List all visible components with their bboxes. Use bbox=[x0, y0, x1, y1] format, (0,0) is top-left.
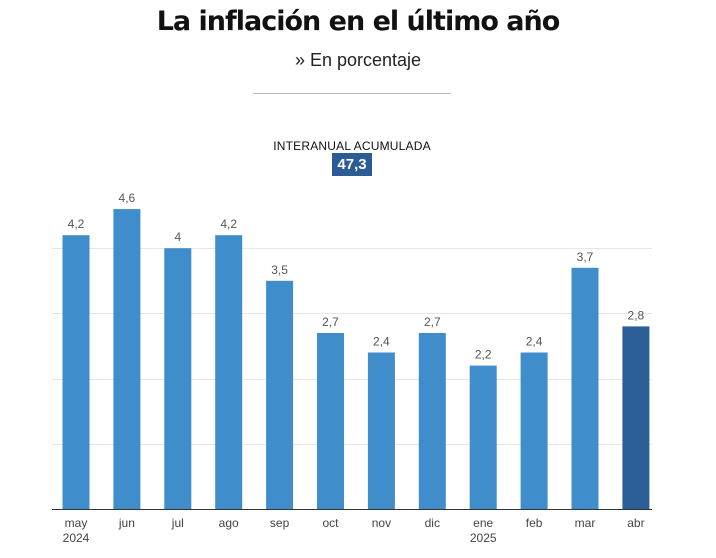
bar-may bbox=[62, 235, 90, 509]
value-label: 2,4 bbox=[373, 335, 390, 349]
bar-feb bbox=[520, 352, 548, 509]
bar-mar bbox=[571, 267, 599, 509]
x-tick-label: oct bbox=[322, 516, 339, 530]
value-label: 2,7 bbox=[322, 315, 339, 329]
bar-ene bbox=[469, 365, 497, 509]
x-tick-label: may bbox=[65, 516, 88, 530]
bar-jul bbox=[164, 248, 192, 509]
value-label: 4 bbox=[174, 230, 181, 244]
x-tick-label: jul bbox=[171, 516, 184, 530]
value-label: 2,4 bbox=[526, 335, 543, 349]
cumulative-label: INTERANUAL ACUMULADA bbox=[273, 139, 431, 153]
x-tick-label: feb bbox=[526, 516, 543, 530]
bar-ago bbox=[215, 235, 243, 509]
bar-abr bbox=[622, 326, 650, 509]
x-tick-label: nov bbox=[372, 516, 391, 530]
value-label: 2,8 bbox=[628, 308, 645, 322]
x-tick-year-label: 2024 bbox=[63, 531, 90, 545]
x-tick-label: sep bbox=[270, 516, 290, 530]
cumulative-value-badge: 47,3 bbox=[332, 153, 372, 176]
chart-subtitle: » En porcentaje bbox=[294, 50, 422, 70]
value-label: 3,7 bbox=[577, 250, 594, 264]
bar-dic bbox=[418, 333, 446, 509]
gridlines bbox=[52, 248, 652, 510]
value-label: 4,2 bbox=[68, 217, 85, 231]
bar-nov bbox=[367, 352, 395, 509]
bar-jun bbox=[113, 209, 141, 509]
value-label: 2,7 bbox=[424, 315, 441, 329]
x-tick-label: dic bbox=[425, 516, 440, 530]
x-tick-label: jun bbox=[118, 516, 135, 530]
chart-title: La inflación en el último año bbox=[156, 6, 561, 37]
value-label: 2,2 bbox=[475, 348, 492, 362]
x-tick-label: ene bbox=[473, 516, 493, 530]
x-tick-label: ago bbox=[219, 516, 239, 530]
value-label: 4,6 bbox=[119, 191, 136, 205]
value-label: 3,5 bbox=[271, 263, 288, 277]
bar-oct bbox=[317, 333, 344, 509]
x-tick-year-label: 2025 bbox=[470, 531, 497, 545]
header-divider bbox=[253, 93, 451, 94]
value-labels: 4,2 4,6 4 4,2 3,5 2,7 2,4 2,7 2,2 2,4 3,7 2,8 bbox=[68, 191, 645, 362]
x-tick-label: abr bbox=[627, 516, 644, 530]
x-tick-label: mar bbox=[575, 516, 596, 530]
bars bbox=[62, 209, 650, 509]
value-label: 4,2 bbox=[220, 217, 237, 231]
bar-sep bbox=[266, 280, 294, 509]
